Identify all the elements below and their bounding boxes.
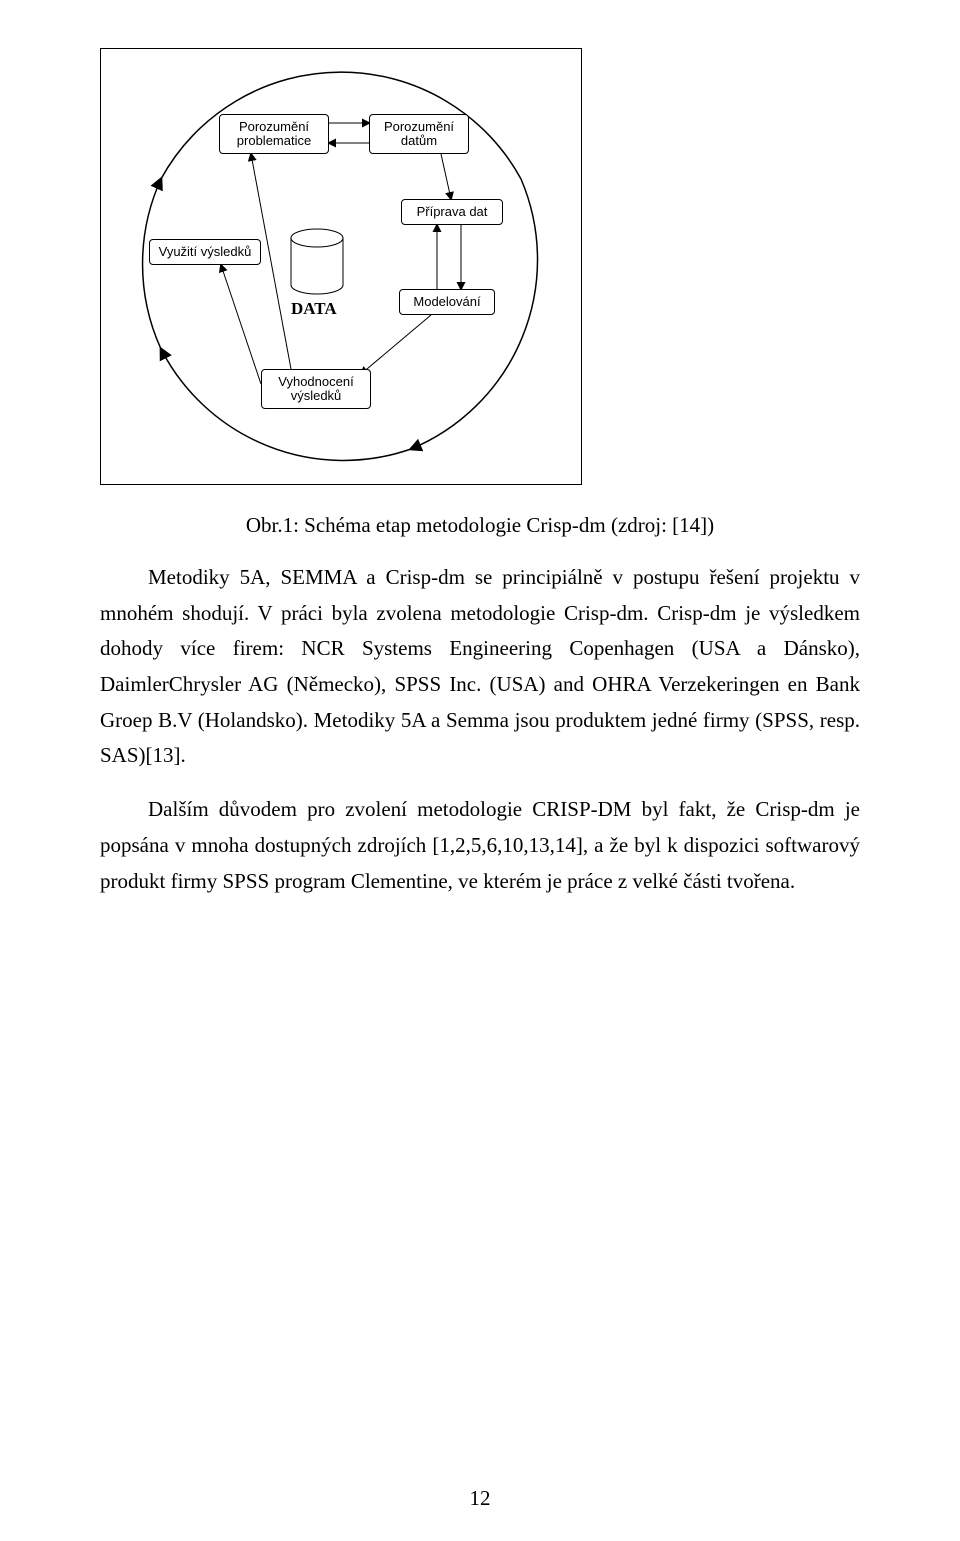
paragraph-1: Metodiky 5A, SEMMA a Crisp-dm se princip… (100, 560, 860, 774)
page: DATA Porozuměníproblematice Porozuměnída… (0, 0, 960, 1541)
crisp-dm-diagram: DATA Porozuměníproblematice Porozuměnída… (100, 48, 582, 485)
paragraph-2: Dalším důvodem pro zvolení metodologie C… (100, 792, 860, 899)
diagram-svg (101, 49, 581, 484)
page-number: 12 (0, 1486, 960, 1511)
node-modelovani: Modelování (399, 289, 495, 315)
figure-container: DATA Porozuměníproblematice Porozuměnída… (100, 48, 580, 485)
figure-caption: Obr.1: Schéma etap metodologie Crisp-dm … (100, 513, 860, 538)
node-vyhodnoceni: Vyhodnocenívýsledků (261, 369, 371, 409)
node-porozumeni-datum: Porozuměnídatům (369, 114, 469, 154)
data-cylinder-icon (291, 229, 343, 294)
node-porozumeni-problematice: Porozuměníproblematice (219, 114, 329, 154)
node-priprava-dat: Příprava dat (401, 199, 503, 225)
data-label: DATA (291, 299, 337, 319)
node-vyuziti: Využití výsledků (149, 239, 261, 265)
